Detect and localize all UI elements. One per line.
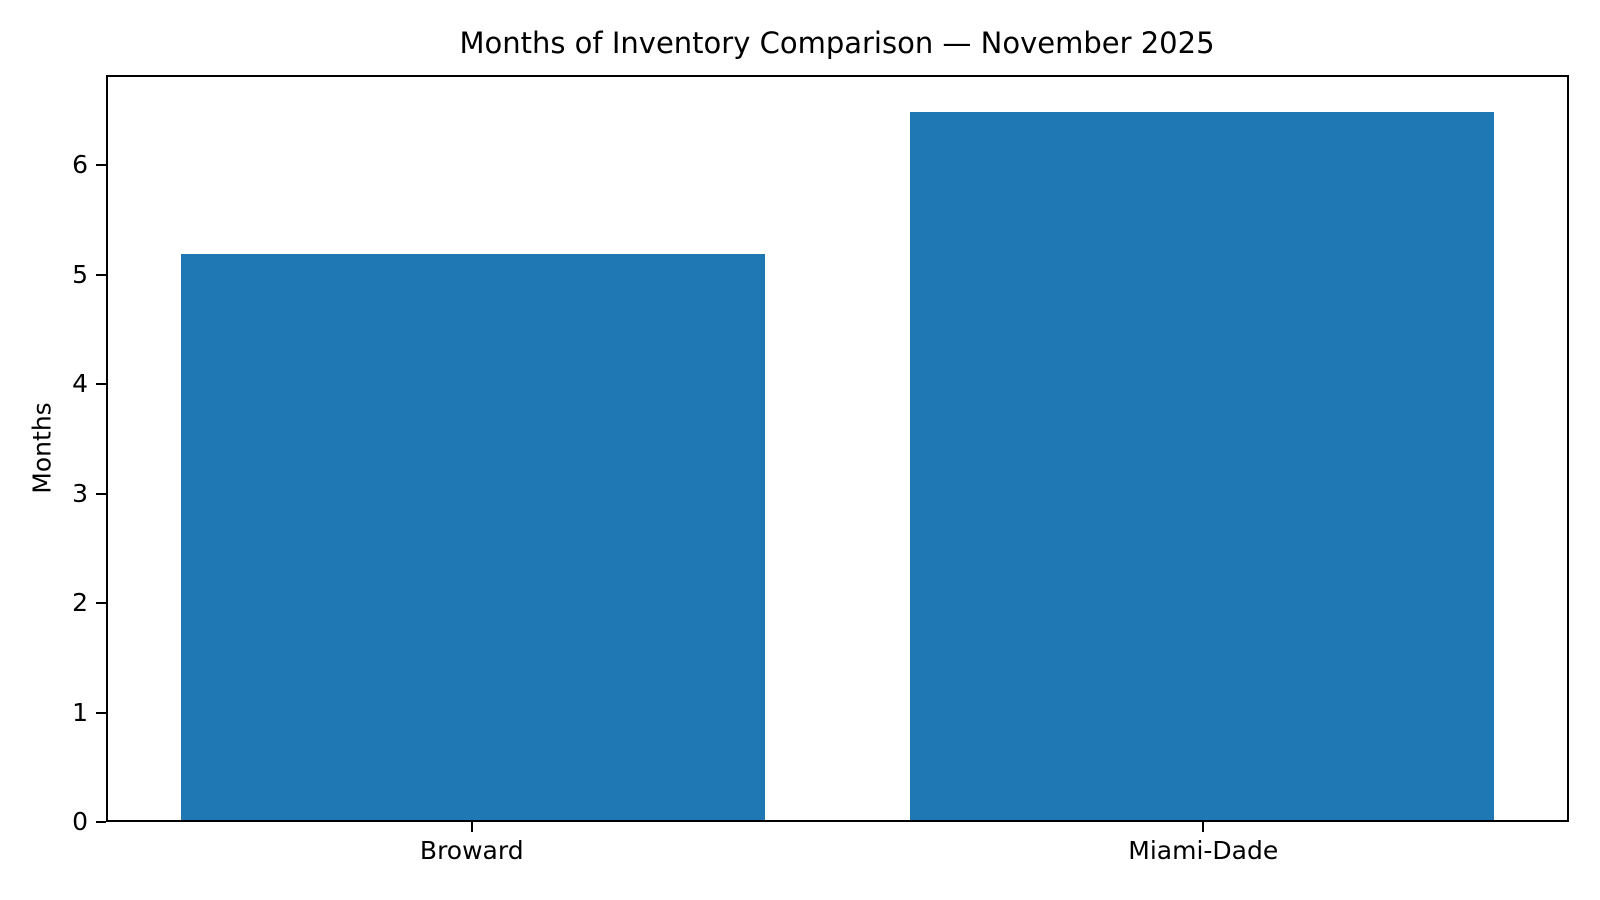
y-tick-label: 0 xyxy=(72,807,88,836)
y-tick-label: 1 xyxy=(72,697,88,727)
y-tick-mark xyxy=(96,711,106,714)
plot-area xyxy=(106,75,1569,822)
x-tick-label-broward: Broward xyxy=(419,836,524,865)
y-tick-mark xyxy=(96,492,106,495)
chart-title: Months of Inventory Comparison — Novembe… xyxy=(459,26,1215,60)
y-tick-label: 3 xyxy=(72,478,88,508)
y-tick-label: 6 xyxy=(72,150,88,180)
y-tick-mark xyxy=(96,273,106,276)
y-tick-mark xyxy=(96,383,106,386)
bar-broward xyxy=(180,253,765,820)
y-tick-mark xyxy=(96,602,106,605)
y-tick-mark xyxy=(96,821,106,823)
y-tick-label: 5 xyxy=(72,259,88,289)
x-tick-mark xyxy=(1202,822,1205,832)
y-tick-label: 4 xyxy=(72,369,88,399)
y-tick-mark xyxy=(96,164,106,167)
y-tick-label: 2 xyxy=(72,588,88,618)
x-tick-label-miami-dade: Miami-Dade xyxy=(1128,836,1279,865)
x-tick-mark xyxy=(470,822,473,832)
bar-miami-dade xyxy=(910,112,1495,820)
